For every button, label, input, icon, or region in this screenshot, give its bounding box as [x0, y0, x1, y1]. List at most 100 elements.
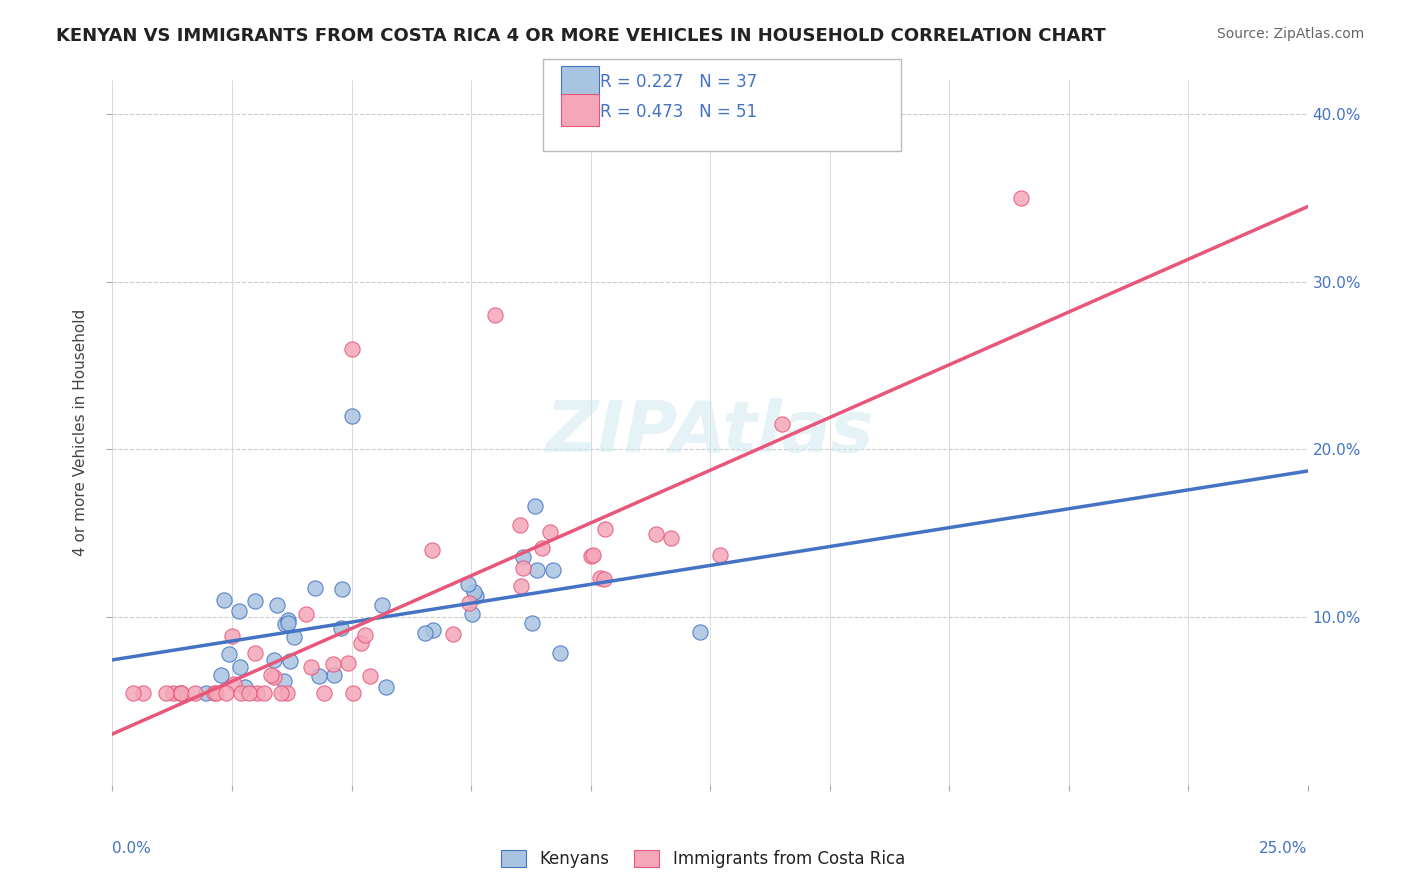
Kenyans: [273, 674, 295, 689]
Immigrants from Costa Rica: [131, 686, 153, 700]
Immigrants from Costa Rica: [595, 522, 617, 536]
Kenyans: [283, 630, 305, 644]
Immigrants from Costa Rica: [246, 686, 269, 700]
Immigrants from Costa Rica: [162, 686, 184, 700]
Text: 25.0%: 25.0%: [1260, 841, 1308, 856]
Immigrants from Costa Rica: [579, 549, 602, 564]
Kenyans: [413, 626, 436, 640]
Immigrants from Costa Rica: [170, 686, 193, 700]
Kenyans: [266, 598, 288, 612]
Immigrants from Costa Rica: [593, 572, 616, 586]
Kenyans: [541, 563, 564, 577]
Kenyans: [340, 409, 363, 423]
Text: Source: ZipAtlas.com: Source: ZipAtlas.com: [1216, 27, 1364, 41]
Immigrants from Costa Rica: [122, 686, 145, 700]
Kenyans: [464, 589, 486, 603]
Immigrants from Costa Rica: [350, 636, 373, 650]
Kenyans: [512, 550, 534, 565]
Kenyans: [374, 680, 396, 694]
Immigrants from Costa Rica: [420, 543, 443, 558]
Kenyans: [194, 686, 217, 700]
Immigrants from Costa Rica: [294, 607, 316, 622]
Immigrants from Costa Rica: [512, 560, 534, 574]
Kenyans: [245, 594, 267, 608]
Immigrants from Costa Rica: [238, 686, 260, 700]
Kenyans: [463, 585, 485, 599]
Immigrants from Costa Rica: [204, 686, 226, 700]
Immigrants from Costa Rica: [770, 417, 793, 432]
Kenyans: [461, 607, 484, 622]
Text: 0.0%: 0.0%: [112, 841, 152, 856]
Kenyans: [323, 668, 346, 682]
Kenyans: [278, 654, 301, 668]
Immigrants from Costa Rica: [441, 627, 464, 641]
Immigrants from Costa Rica: [510, 578, 533, 592]
Immigrants from Costa Rica: [270, 686, 292, 700]
FancyBboxPatch shape: [543, 59, 901, 151]
Legend: Kenyans, Immigrants from Costa Rica: Kenyans, Immigrants from Costa Rica: [495, 843, 911, 875]
Kenyans: [308, 669, 330, 683]
Kenyans: [371, 598, 394, 612]
Immigrants from Costa Rica: [661, 531, 683, 545]
Text: R = 0.227   N = 37: R = 0.227 N = 37: [600, 72, 758, 91]
Kenyans: [233, 680, 256, 694]
Immigrants from Costa Rica: [215, 686, 238, 700]
Kenyans: [277, 615, 299, 630]
Immigrants from Costa Rica: [709, 549, 731, 563]
Kenyans: [263, 653, 285, 667]
FancyBboxPatch shape: [561, 66, 599, 98]
Immigrants from Costa Rica: [457, 596, 479, 610]
Kenyans: [524, 499, 547, 513]
Kenyans: [277, 613, 299, 627]
Immigrants from Costa Rica: [582, 548, 605, 562]
Immigrants from Costa Rica: [322, 657, 344, 671]
Immigrants from Costa Rica: [204, 686, 226, 700]
Kenyans: [422, 623, 444, 637]
Y-axis label: 4 or more Vehicles in Household: 4 or more Vehicles in Household: [73, 309, 89, 557]
Kenyans: [212, 593, 235, 607]
Immigrants from Costa Rica: [276, 686, 298, 700]
Kenyans: [209, 668, 232, 682]
Kenyans: [273, 617, 295, 632]
Immigrants from Costa Rica: [155, 686, 177, 700]
Immigrants from Costa Rica: [184, 686, 207, 700]
Immigrants from Costa Rica: [169, 686, 191, 700]
Kenyans: [689, 625, 711, 640]
Immigrants from Costa Rica: [538, 525, 561, 540]
Kenyans: [229, 660, 252, 674]
Immigrants from Costa Rica: [509, 517, 531, 532]
Immigrants from Costa Rica: [1010, 191, 1032, 205]
Kenyans: [330, 582, 353, 597]
Immigrants from Costa Rica: [253, 686, 276, 700]
Immigrants from Costa Rica: [221, 629, 243, 643]
Kenyans: [520, 615, 543, 630]
Kenyans: [526, 564, 548, 578]
Immigrants from Costa Rica: [312, 686, 335, 700]
Immigrants from Costa Rica: [484, 308, 506, 322]
Immigrants from Costa Rica: [340, 342, 363, 356]
Immigrants from Costa Rica: [337, 656, 360, 670]
Immigrants from Costa Rica: [229, 686, 252, 700]
Kenyans: [228, 604, 250, 618]
Immigrants from Costa Rica: [645, 526, 668, 541]
Kenyans: [218, 647, 240, 661]
Immigrants from Costa Rica: [263, 670, 285, 684]
Immigrants from Costa Rica: [222, 677, 245, 691]
Immigrants from Costa Rica: [589, 571, 612, 585]
Immigrants from Costa Rica: [259, 668, 281, 682]
Immigrants from Costa Rica: [342, 686, 364, 700]
Kenyans: [548, 647, 571, 661]
Immigrants from Costa Rica: [170, 686, 193, 700]
Kenyans: [330, 621, 353, 635]
Immigrants from Costa Rica: [299, 660, 322, 674]
Kenyans: [457, 577, 479, 591]
Text: ZIPAtlas: ZIPAtlas: [546, 398, 875, 467]
FancyBboxPatch shape: [561, 95, 599, 126]
Kenyans: [304, 581, 326, 595]
Immigrants from Costa Rica: [354, 628, 377, 642]
Text: R = 0.473   N = 51: R = 0.473 N = 51: [600, 103, 758, 121]
Immigrants from Costa Rica: [531, 541, 554, 555]
Text: KENYAN VS IMMIGRANTS FROM COSTA RICA 4 OR MORE VEHICLES IN HOUSEHOLD CORRELATION: KENYAN VS IMMIGRANTS FROM COSTA RICA 4 O…: [56, 27, 1107, 45]
Immigrants from Costa Rica: [359, 669, 381, 683]
Immigrants from Costa Rica: [243, 646, 266, 660]
